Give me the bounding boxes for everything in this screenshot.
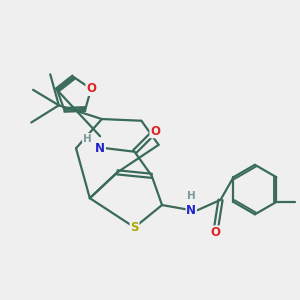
Text: S: S bbox=[130, 221, 139, 234]
Text: H: H bbox=[187, 191, 196, 201]
Text: O: O bbox=[150, 124, 160, 138]
Text: O: O bbox=[210, 226, 220, 239]
Text: O: O bbox=[86, 82, 96, 95]
Text: H: H bbox=[83, 134, 92, 144]
Text: N: N bbox=[186, 204, 196, 217]
Text: N: N bbox=[95, 142, 105, 155]
